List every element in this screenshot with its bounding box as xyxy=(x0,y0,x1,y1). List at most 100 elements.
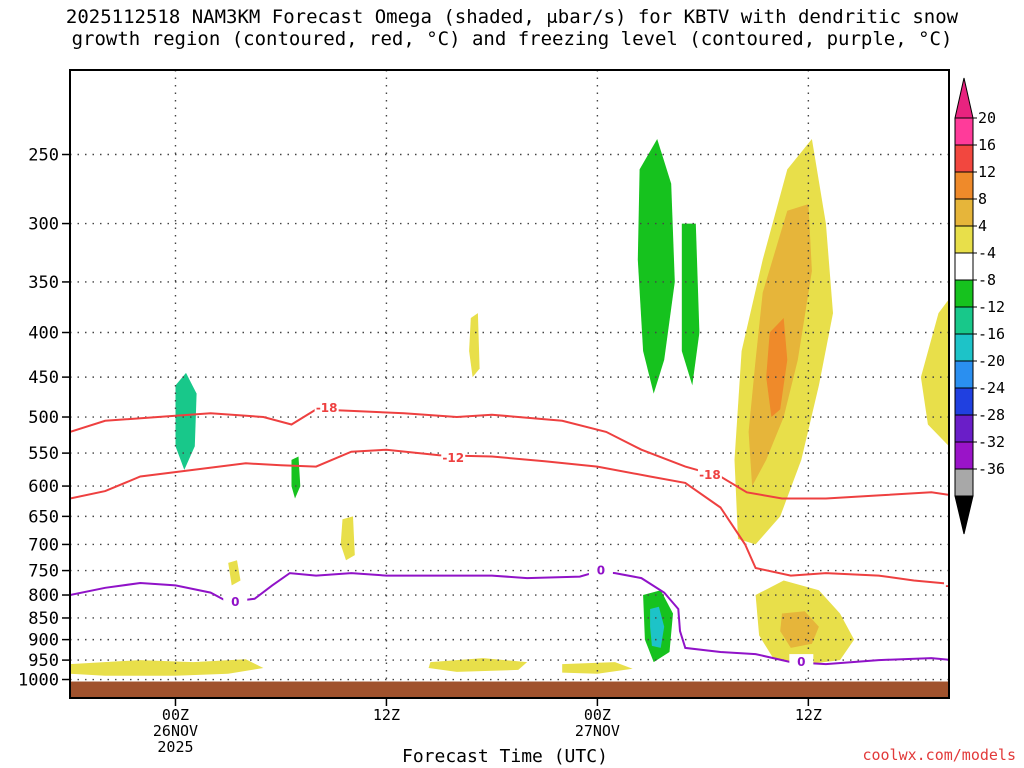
y-tick-label: 500 xyxy=(28,408,59,428)
colorbar-bottom-arrow xyxy=(954,495,974,535)
x-tick-label: 12Z xyxy=(795,706,822,724)
contour-label-bg xyxy=(697,467,722,482)
y-tick-label: 900 xyxy=(28,631,59,651)
y-tick-label: 700 xyxy=(28,535,59,555)
contour-label-bg xyxy=(314,399,339,414)
omega-region xyxy=(1011,110,1024,211)
colorbar-label: -4 xyxy=(978,244,996,262)
contour-label-bg xyxy=(441,449,466,464)
colorbar-label: -28 xyxy=(978,406,1005,424)
contour-label: 0 xyxy=(797,655,805,669)
colorbar-band xyxy=(954,387,974,416)
colorbar-band xyxy=(954,468,974,497)
colorbar-label: 4 xyxy=(978,217,987,235)
contour-label: -18 xyxy=(316,401,338,415)
y-tick-label: 750 xyxy=(28,562,59,582)
x-tick-label: 2025 xyxy=(157,738,193,756)
title-line-1: 2025112518 NAM3KM Forecast Omega (shaded… xyxy=(65,6,959,28)
y-tick-label: 850 xyxy=(28,609,59,629)
colorbar-label: 12 xyxy=(978,163,996,181)
colorbar-band xyxy=(954,252,974,281)
contour-label-bg xyxy=(944,577,949,592)
y-tick-label: 550 xyxy=(28,444,59,464)
omega-region xyxy=(469,313,480,378)
y-tick-label: 250 xyxy=(28,146,59,166)
omega-region xyxy=(716,590,744,623)
y-tick-label: 400 xyxy=(28,324,59,344)
y-tick-label: 800 xyxy=(28,586,59,606)
colorbar-label: -20 xyxy=(978,352,1005,370)
contour-line xyxy=(70,570,949,666)
y-tick-label: 950 xyxy=(28,651,59,671)
omega-region xyxy=(228,560,241,586)
omega-region xyxy=(170,590,183,618)
colorbar-band xyxy=(954,171,974,200)
omega-region xyxy=(901,568,923,600)
x-tick-label: 12Z xyxy=(373,706,400,724)
colorbar-band xyxy=(954,198,974,227)
x-axis-title: Forecast Time (UTC) xyxy=(402,746,608,767)
y-tick-label: 300 xyxy=(28,215,59,235)
colorbar-band xyxy=(954,360,974,389)
chart-title: 2025112518 NAM3KM Forecast Omega (shaded… xyxy=(0,6,1024,50)
omega-region xyxy=(428,658,528,672)
contour-label-bg xyxy=(223,594,248,609)
y-tick-label: 650 xyxy=(28,507,59,527)
y-tick-label: 450 xyxy=(28,368,59,388)
omega-region xyxy=(650,606,665,648)
colorbar-band xyxy=(954,225,974,254)
omega-region xyxy=(175,372,197,470)
omega-region xyxy=(340,516,355,561)
credit-text: coolwx.com/models xyxy=(862,746,1016,764)
surface xyxy=(70,681,949,698)
omega-region xyxy=(551,557,563,591)
omega-region xyxy=(766,318,788,417)
colorbar-top-arrow xyxy=(954,77,974,119)
x-tick-label: 26NOV xyxy=(153,722,198,740)
colorbar-label: -32 xyxy=(978,433,1005,451)
contour-label-bg xyxy=(789,654,814,669)
y-tick-label: 350 xyxy=(28,273,59,293)
omega-region xyxy=(569,70,710,668)
colorbar-band xyxy=(954,441,974,470)
omega-region xyxy=(984,631,1024,660)
y-axis: 2503003504004505005506006507007508008509… xyxy=(18,146,70,691)
contour-label-bg xyxy=(588,562,613,577)
colorbar-band xyxy=(954,414,974,443)
omega-region xyxy=(695,70,731,271)
colorbar-band xyxy=(954,333,974,362)
colorbar-label: -36 xyxy=(978,460,1005,478)
plot-frame xyxy=(69,69,950,699)
contour-line xyxy=(70,448,949,585)
omega-region xyxy=(681,223,700,386)
colorbar-label: 20 xyxy=(978,109,996,127)
x-tick-label: 00Z xyxy=(162,706,189,724)
colorbar-band xyxy=(954,279,974,308)
contour-label: 0 xyxy=(597,564,605,578)
y-tick-label: 600 xyxy=(28,477,59,497)
x-tick-label: 00Z xyxy=(584,706,611,724)
colorbar-band xyxy=(954,117,974,146)
colorbar: 20 16 12 8 4 -4 -8 -12 -16 -20 -24 -28 -32 -36 xyxy=(954,77,1005,535)
omega-shading xyxy=(70,70,1024,676)
colorbar-label: 16 xyxy=(978,136,996,154)
contour-label: -18 xyxy=(699,468,721,482)
contour-label: 0 xyxy=(231,595,239,609)
colorbar-label: -12 xyxy=(978,298,1005,316)
omega-region xyxy=(920,299,949,447)
title-line-2: growth region (contoured, red, °C) and f… xyxy=(71,28,953,50)
omega-region xyxy=(780,611,819,648)
omega-region xyxy=(70,659,264,676)
colorbar-label: -16 xyxy=(978,325,1005,343)
omega-region xyxy=(291,456,301,499)
contour-label: -12 xyxy=(945,578,967,592)
contour-label: -12 xyxy=(442,451,464,465)
colorbar-label: -8 xyxy=(978,271,996,289)
colorbar-band xyxy=(954,306,974,335)
omega-region xyxy=(991,573,1012,609)
omega-region xyxy=(159,259,237,505)
contour-line xyxy=(70,408,949,500)
ground-surface xyxy=(70,681,949,698)
